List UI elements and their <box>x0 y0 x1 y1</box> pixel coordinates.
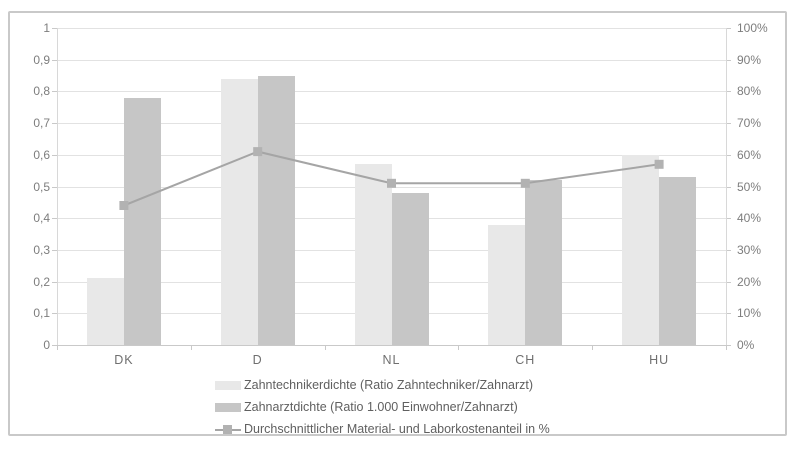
y-axis-label-left: 0,1 <box>33 306 50 321</box>
x-tick <box>458 345 459 350</box>
y-axis-label-right: 30% <box>737 242 762 257</box>
y-axis-label-right: 90% <box>737 52 762 67</box>
y-tick-left <box>52 250 57 251</box>
x-axis-label-nl: NL <box>382 353 401 367</box>
y-axis-label-left: 0,6 <box>33 147 50 162</box>
y-tick-left <box>52 282 57 283</box>
bar-zahnarztdichte-d <box>257 75 295 345</box>
bar-zahnarztdichte-hu <box>659 177 697 345</box>
bar-zahnarztdichte-nl <box>391 192 429 345</box>
x-tick <box>57 345 58 350</box>
x-axis-label-dk: DK <box>114 353 134 367</box>
y-tick-left <box>52 155 57 156</box>
gridline <box>57 123 726 124</box>
y-tick-right <box>726 313 731 314</box>
y-axis-label-left: 0,4 <box>33 211 50 226</box>
legend-line-glyph-material-laborkostenanteil <box>215 424 241 435</box>
y-tick-left <box>52 345 57 346</box>
legend-item-zahnarztdichte: Zahnarztdichte (Ratio 1.000 Einwohner/Za… <box>215 396 550 418</box>
y-axis-label-right: 50% <box>737 179 762 194</box>
bar-zahntechnikerdichte-hu <box>622 154 660 345</box>
y-axis-label-right: 80% <box>737 84 762 99</box>
y-axis-label-left: 0,5 <box>33 179 50 194</box>
y-tick-right <box>726 60 731 61</box>
y-axis-label-left: 0,3 <box>33 242 50 257</box>
bar-zahnarztdichte-ch <box>525 180 563 345</box>
y-axis-label-right: 10% <box>737 306 762 321</box>
legend-swatch-zahntechnikerdichte <box>215 380 241 390</box>
gridline <box>57 28 726 29</box>
legend-label-zahnarztdichte: Zahnarztdichte (Ratio 1.000 Einwohner/Za… <box>244 400 518 414</box>
y-tick-right <box>726 187 731 188</box>
y-tick-left <box>52 187 57 188</box>
y-tick-right <box>726 282 731 283</box>
x-tick <box>726 345 727 350</box>
legend-label-material-laborkostenanteil: Durchschnittlicher Material- und Laborko… <box>244 422 550 436</box>
legend-item-zahntechnikerdichte: Zahntechnikerdichte (Ratio Zahntechniker… <box>215 374 550 396</box>
legend-item-material-laborkostenanteil: Durchschnittlicher Material- und Laborko… <box>215 418 550 440</box>
y-tick-right <box>726 250 731 251</box>
y-tick-left <box>52 91 57 92</box>
y-axis-label-left: 0 <box>43 338 50 352</box>
y-tick-right <box>726 123 731 124</box>
legend-label-zahntechnikerdichte: Zahntechnikerdichte (Ratio Zahntechniker… <box>244 378 534 392</box>
gridline <box>57 91 726 92</box>
y-tick-left <box>52 313 57 314</box>
y-axis-label-right: 100% <box>737 21 768 35</box>
gridline <box>57 60 726 61</box>
y-tick-left <box>52 60 57 61</box>
y-axis-label-right: 0% <box>737 338 755 352</box>
chart-legend: Zahntechnikerdichte (Ratio Zahntechniker… <box>215 374 550 440</box>
y-axis-line-left <box>57 28 58 345</box>
y-tick-right <box>726 91 731 92</box>
y-axis-label-right: 20% <box>737 274 762 289</box>
bar-zahntechnikerdichte-nl <box>354 164 392 345</box>
x-tick <box>191 345 192 350</box>
y-tick-right <box>726 28 731 29</box>
y-axis-label-left: 1 <box>43 21 50 35</box>
x-tick <box>325 345 326 350</box>
bar-zahntechnikerdichte-dk <box>86 278 124 345</box>
x-axis-label-hu: HU <box>649 353 670 367</box>
x-axis-label-d: D <box>252 353 263 367</box>
x-tick <box>592 345 593 350</box>
bar-zahnarztdichte-dk <box>123 97 161 345</box>
y-axis-label-left: 0,7 <box>33 116 50 131</box>
y-axis-label-left: 0,2 <box>33 274 50 289</box>
legend-swatch-zahnarztdichte <box>215 402 241 412</box>
y-tick-left <box>52 218 57 219</box>
y-tick-right <box>726 155 731 156</box>
bar-zahntechnikerdichte-ch <box>488 224 526 345</box>
y-axis-label-left: 0,8 <box>33 84 50 99</box>
y-axis-label-right: 60% <box>737 147 762 162</box>
y-tick-left <box>52 28 57 29</box>
bar-zahntechnikerdichte-d <box>220 78 258 345</box>
y-tick-right <box>726 218 731 219</box>
y-tick-left <box>52 123 57 124</box>
y-axis-label-right: 70% <box>737 116 762 131</box>
y-axis-label-right: 40% <box>737 211 762 226</box>
y-axis-label-left: 0,9 <box>33 52 50 67</box>
y-axis-line-right <box>726 28 727 345</box>
legend-line-marker <box>223 424 232 434</box>
x-axis-line <box>57 345 726 346</box>
x-axis-label-ch: CH <box>515 353 536 367</box>
y-tick-right <box>726 345 731 346</box>
